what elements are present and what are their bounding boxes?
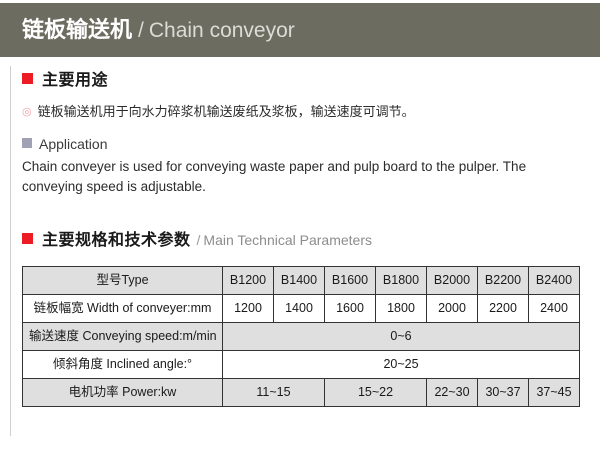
table-row: 型号Type B1200 B1400 B1600 B1800 B2000 B2200 B240… xyxy=(22,266,580,296)
table-cell: 2400 xyxy=(528,294,580,324)
table-row: 输送速度 Conveying speed:m/min 0~6 xyxy=(22,322,580,352)
table-cell: 2200 xyxy=(477,294,529,324)
application-body-chinese: 链板输送机用于向水力碎浆机输送废纸及浆板，输送速度可调节。 xyxy=(37,104,415,119)
page-title-english: Chain conveyor xyxy=(148,18,295,42)
section-heading-parameters: 主要规格和技术参数 / Main Technical Parameters xyxy=(22,226,582,250)
table-cell: B2000 xyxy=(426,266,478,296)
section-title-parameters-chinese: 主要规格和技术参数 xyxy=(42,232,191,250)
section-title-parameters-english: Main Technical Parameters xyxy=(203,232,373,249)
table-cell: B1600 xyxy=(324,266,376,296)
table-cell: 1200 xyxy=(222,294,274,324)
table-cell: 11~15 xyxy=(222,378,325,408)
table-cell: 22~30 xyxy=(426,378,478,408)
red-circle-bullet-icon: ◎ xyxy=(22,106,32,118)
table-row: 链板幅宽 Width of conveyer:mm 1200 1400 1600 180… xyxy=(22,294,580,324)
table-cell: 1800 xyxy=(375,294,427,324)
page-content: 主要用途 ◎ 链板输送机用于向水力碎浆机输送废纸及浆板，输送速度可调节。 App… xyxy=(22,66,582,408)
gray-square-bullet-icon xyxy=(22,138,32,149)
red-square-bullet-icon xyxy=(22,73,33,84)
table-cell: 2000 xyxy=(426,294,478,324)
section-title-application-chinese: 主要用途 xyxy=(42,72,109,89)
left-guide-line xyxy=(10,66,11,436)
page-title-chinese: 链板输送机 xyxy=(22,17,133,42)
table-cell: 0~6 xyxy=(222,322,580,352)
table-row-label: 电机功率 Power:kw xyxy=(22,378,223,408)
table-row-label: 链板幅宽 Width of conveyer:mm xyxy=(22,294,223,324)
page-title-separator: / xyxy=(138,18,144,42)
table-cell: 30~37 xyxy=(477,378,529,408)
table-cell: B1200 xyxy=(222,266,274,296)
table-cell: B1800 xyxy=(375,266,427,296)
table-row-label: 倾斜角度 Inclined angle:° xyxy=(22,350,223,380)
table-cell: 20~25 xyxy=(222,350,580,380)
spec-table-wrapper: 型号Type B1200 B1400 B1600 B1800 B2000 B2200 B240… xyxy=(22,266,580,408)
page-header-bar: 链板输送机 / Chain conveyor xyxy=(0,3,600,57)
table-row: 倾斜角度 Inclined angle:° 20~25 xyxy=(22,350,580,380)
red-square-bullet-icon xyxy=(22,233,33,245)
table-row: 电机功率 Power:kw 11~15 15~22 22~30 30~37 37~45 xyxy=(22,378,580,408)
subsection-heading-application-english: Application xyxy=(22,136,582,152)
table-cell: 1400 xyxy=(273,294,325,324)
application-body-english: Chain conveyer is used for conveying was… xyxy=(22,159,527,194)
subsection-title-application-english: Application xyxy=(39,136,108,153)
table-cell: 1600 xyxy=(324,294,376,324)
table-cell: 37~45 xyxy=(528,378,580,408)
table-cell: B1400 xyxy=(273,266,325,296)
table-row-label: 输送速度 Conveying speed:m/min xyxy=(22,322,223,352)
table-cell: B2200 xyxy=(477,266,529,296)
application-body-chinese-row: ◎ 链板输送机用于向水力碎浆机输送废纸及浆板，输送速度可调节。 xyxy=(22,104,582,120)
table-row-label: 型号Type xyxy=(22,266,223,296)
table-cell: 15~22 xyxy=(324,378,427,408)
technical-parameters-table: 型号Type B1200 B1400 B1600 B1800 B2000 B2200 B240… xyxy=(22,266,580,408)
section-heading-application: 主要用途 xyxy=(22,66,582,90)
section-title-parameters-separator: / xyxy=(196,232,201,249)
table-cell: B2400 xyxy=(528,266,580,296)
